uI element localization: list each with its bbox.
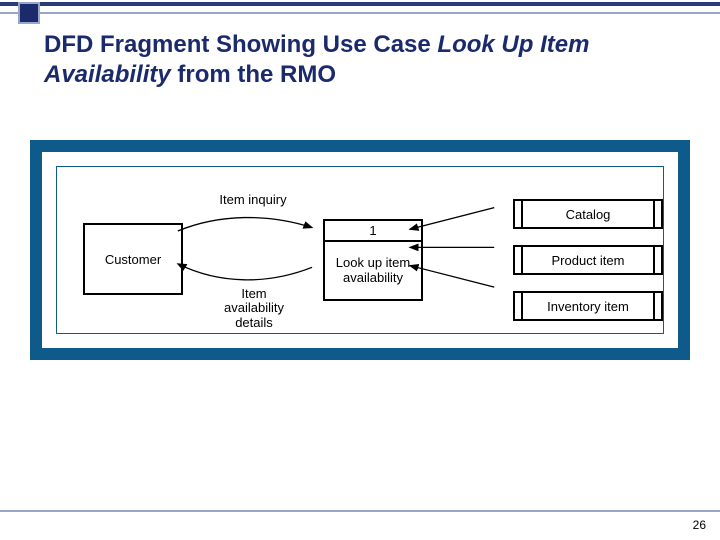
datastore-label: Catalog [527, 201, 649, 227]
datastore-label: Product item [527, 247, 649, 273]
process-number: 1 [325, 221, 421, 242]
datastore-bar-right [653, 199, 663, 229]
datastore-bar-left [513, 291, 523, 321]
flow-text: Item inquiry [219, 192, 286, 207]
datastore-bar-left [513, 245, 523, 275]
process-1: 1 Look up item availability [323, 219, 423, 301]
datastore-product-item: Product item [513, 245, 663, 275]
flow-arrow-item-inquiry [178, 218, 312, 231]
flow-label-item-inquiry: Item inquiry [213, 193, 293, 207]
corner-accent-square [18, 2, 40, 24]
flow-text: Item [241, 286, 266, 301]
datastore-catalog: Catalog [513, 199, 663, 229]
title-prefix: DFD Fragment Showing Use Case [44, 31, 437, 58]
flow-arrow-item-availability [178, 264, 312, 280]
flow-label-item-availability-details: Item availability details [209, 287, 299, 330]
footer-rule [0, 510, 720, 512]
flow-text: details [235, 315, 273, 330]
flow-text: availability [224, 300, 284, 315]
process-label: Look up item availability [325, 242, 421, 299]
slide-title: DFD Fragment Showing Use Case Look Up It… [44, 30, 684, 90]
page-number: 26 [693, 518, 706, 532]
datastore-label: Inventory item [527, 293, 649, 319]
external-entity-customer: Customer [83, 223, 183, 295]
datastore-bar-left [513, 199, 523, 229]
diagram-canvas: Customer 1 Look up item availability Cat… [56, 166, 664, 334]
top-rule-dark [0, 2, 720, 6]
diagram-frame: Customer 1 Look up item availability Cat… [30, 140, 690, 360]
slide: DFD Fragment Showing Use Case Look Up It… [0, 0, 720, 540]
title-suffix: from the RMO [171, 61, 336, 88]
datastore-bar-right [653, 245, 663, 275]
entity-label: Customer [105, 252, 161, 267]
datastore-inventory-item: Inventory item [513, 291, 663, 321]
top-rule-light [0, 12, 720, 14]
datastore-bar-right [653, 291, 663, 321]
